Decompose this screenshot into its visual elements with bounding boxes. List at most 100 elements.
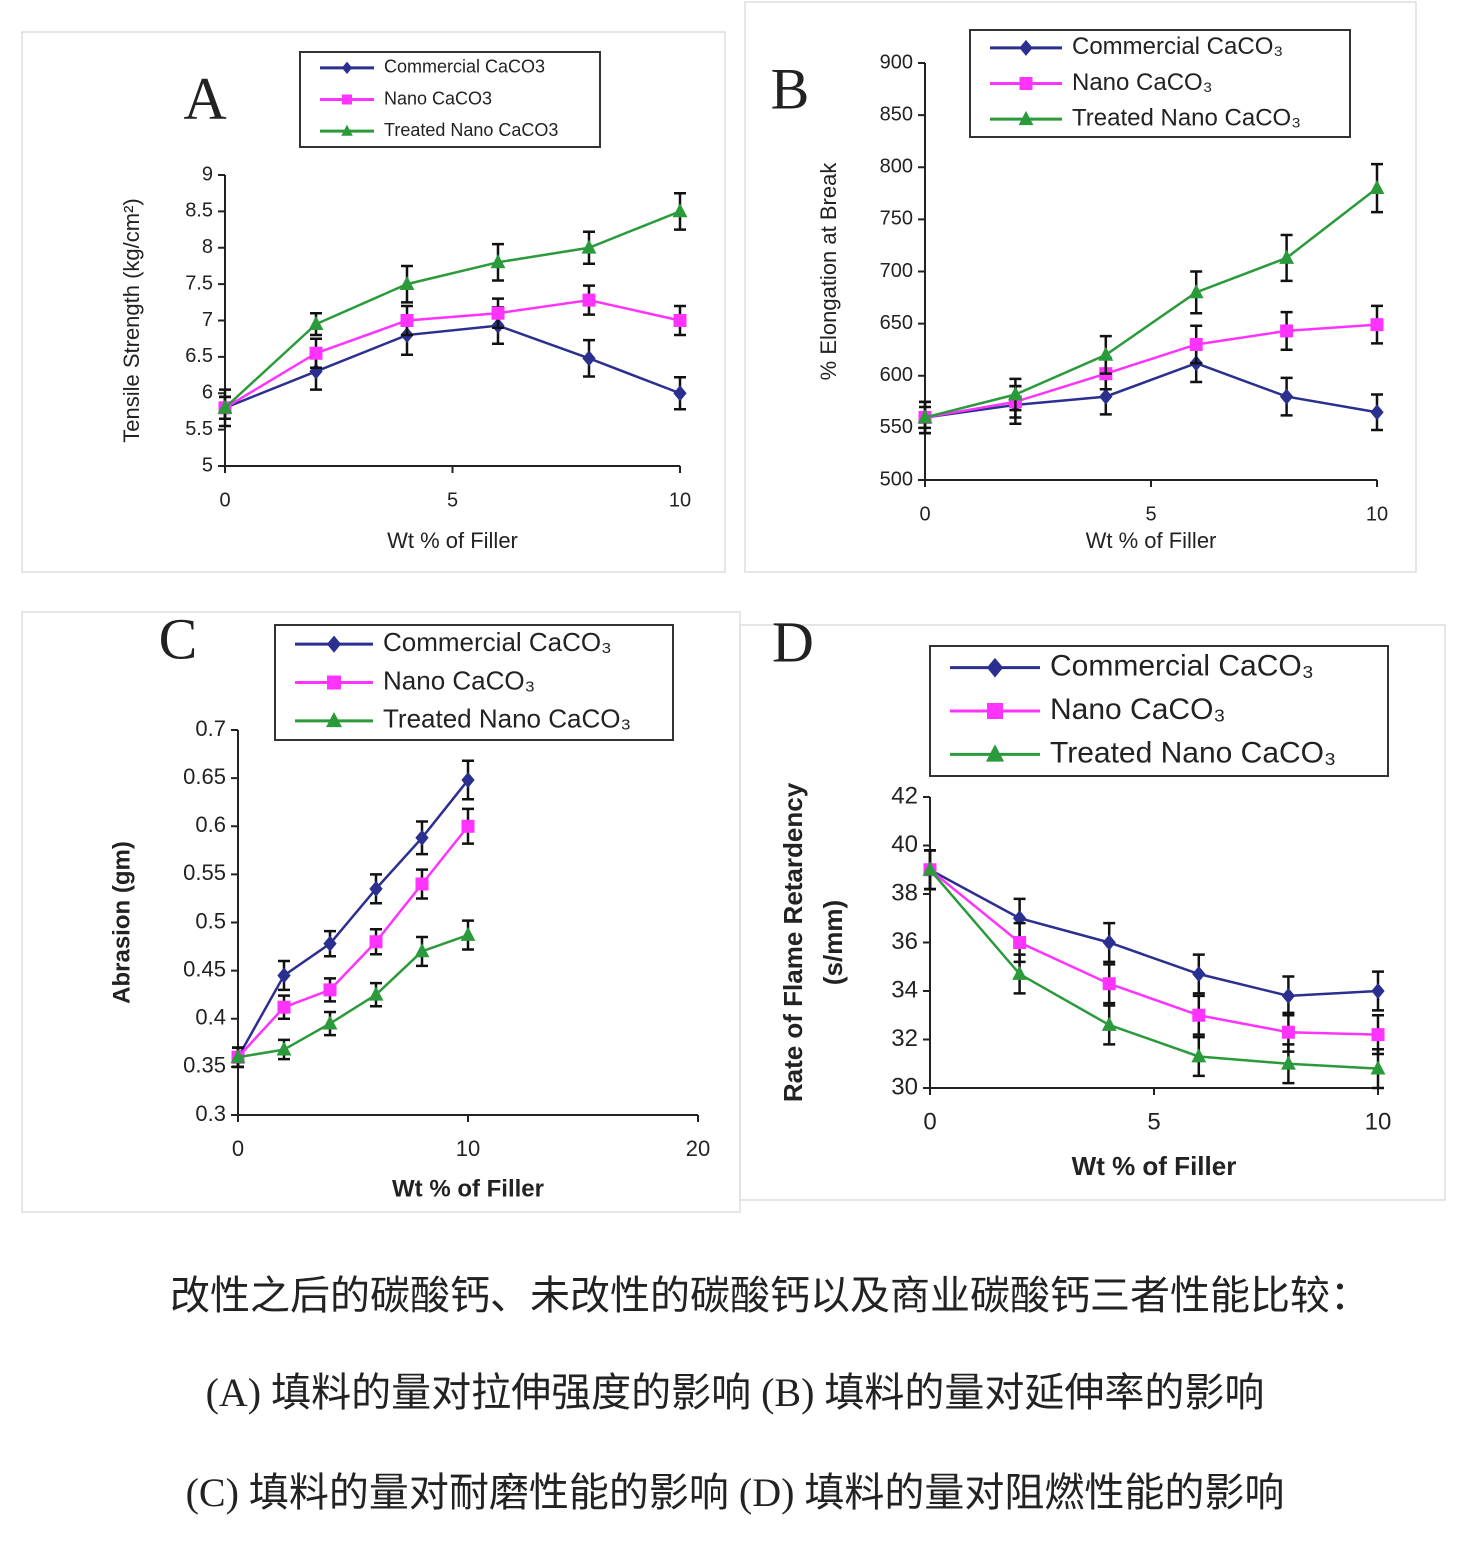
marker bbox=[415, 877, 429, 891]
marker bbox=[491, 306, 505, 320]
series-line bbox=[924, 323, 1378, 419]
legend-label: Commercial CaCO₃ bbox=[1072, 33, 1283, 60]
y-tick-label: 800 bbox=[880, 156, 913, 178]
panel-letter: C bbox=[159, 606, 198, 671]
marker bbox=[277, 967, 291, 984]
marker bbox=[1281, 1025, 1295, 1039]
y-tick-label: 0.55 bbox=[183, 860, 226, 885]
marker bbox=[369, 935, 383, 949]
legend-label: Treated Nano CaCO3 bbox=[384, 120, 558, 140]
x-tick-label: 0 bbox=[232, 1136, 244, 1161]
marker bbox=[1279, 249, 1295, 264]
marker bbox=[1279, 388, 1294, 405]
y-tick-label: 500 bbox=[880, 468, 913, 490]
x-tick-label: 0 bbox=[219, 489, 230, 511]
marker bbox=[673, 385, 687, 402]
series-line bbox=[224, 324, 681, 409]
panel-letter: B bbox=[771, 56, 810, 121]
legend-label: Treated Nano CaCO₃ bbox=[1050, 736, 1336, 769]
x-axis-label: Wt % of Filler bbox=[387, 528, 518, 553]
legend-marker bbox=[326, 711, 342, 728]
y-tick-label: 0.65 bbox=[183, 764, 226, 789]
y-tick-label: 5 bbox=[202, 454, 213, 476]
y-axis-label: (s/mm) bbox=[818, 900, 848, 985]
legend-label: Nano CaCO₃ bbox=[1050, 693, 1226, 726]
y-tick-label: 600 bbox=[880, 364, 913, 386]
marker bbox=[1371, 1028, 1385, 1042]
marker bbox=[917, 409, 933, 424]
y-tick-label: 0.45 bbox=[183, 956, 226, 981]
marker bbox=[1007, 386, 1023, 401]
y-tick-label: 900 bbox=[880, 51, 913, 73]
x-tick-label: 5 bbox=[447, 489, 458, 511]
legend-marker bbox=[1019, 77, 1033, 90]
y-tick-label: 650 bbox=[880, 312, 913, 334]
panel-frame bbox=[21, 31, 726, 573]
marker bbox=[323, 935, 337, 952]
y-tick-label: 550 bbox=[880, 416, 913, 438]
marker bbox=[673, 314, 687, 327]
caption-line: (A) 填料的量对拉伸强度的影响 (B) 填料的量对延伸率的影响 bbox=[206, 1370, 1265, 1415]
x-tick-label: 10 bbox=[1365, 1108, 1392, 1135]
marker bbox=[582, 350, 596, 367]
marker bbox=[400, 314, 414, 327]
marker bbox=[277, 1000, 291, 1014]
marker bbox=[490, 254, 506, 269]
y-tick-label: 32 bbox=[891, 1025, 918, 1052]
y-tick-label: 750 bbox=[880, 208, 913, 230]
legend-label: Nano CaCO3 bbox=[384, 88, 492, 108]
series-line bbox=[236, 779, 469, 1058]
legend-marker bbox=[341, 124, 353, 136]
marker bbox=[1013, 936, 1027, 949]
y-tick-label: 0.6 bbox=[195, 812, 226, 837]
legend-marker bbox=[341, 61, 353, 75]
marker bbox=[460, 926, 476, 941]
marker bbox=[1102, 934, 1116, 951]
y-tick-label: 40 bbox=[891, 831, 918, 858]
legend-label: Commercial CaCO₃ bbox=[1050, 650, 1314, 683]
y-tick-label: 36 bbox=[891, 928, 918, 955]
marker bbox=[369, 880, 383, 897]
y-tick-label: 5.5 bbox=[185, 418, 213, 440]
legend-marker bbox=[987, 703, 1003, 719]
series-line bbox=[224, 210, 681, 409]
x-tick-label: 10 bbox=[456, 1136, 480, 1161]
legend-label: Commercial CaCO₃ bbox=[383, 627, 612, 657]
panel-letter: D bbox=[772, 609, 814, 674]
panel-frame bbox=[739, 624, 1446, 1201]
y-tick-label: 30 bbox=[891, 1073, 918, 1100]
y-tick-label: 7 bbox=[202, 309, 213, 331]
marker bbox=[922, 861, 938, 876]
x-axis-label: Wt % of Filler bbox=[1086, 528, 1217, 553]
marker bbox=[1369, 179, 1385, 194]
x-tick-label: 20 bbox=[686, 1136, 710, 1161]
marker bbox=[230, 1048, 246, 1064]
marker bbox=[1280, 324, 1294, 338]
marker bbox=[672, 203, 688, 218]
marker bbox=[308, 315, 324, 331]
caption-line: (C) 填料的量对耐磨性能的影响 (D) 填料的量对阻燃性能的影响 bbox=[186, 1470, 1285, 1515]
y-tick-label: 8.5 bbox=[185, 200, 213, 222]
y-tick-label: 0.35 bbox=[183, 1053, 226, 1078]
marker bbox=[1188, 284, 1204, 299]
y-axis-label: Rate of Flame Retardency bbox=[778, 782, 808, 1102]
legend-label: Nano CaCO₃ bbox=[1072, 69, 1213, 96]
legend-label: Treated Nano CaCO₃ bbox=[1072, 105, 1301, 132]
marker bbox=[1281, 987, 1296, 1004]
x-tick-label: 10 bbox=[1366, 503, 1388, 525]
series-line bbox=[237, 825, 469, 1059]
marker bbox=[322, 1015, 338, 1030]
marker bbox=[1191, 1048, 1207, 1063]
legend-marker bbox=[327, 675, 341, 690]
legend-marker bbox=[986, 657, 1004, 678]
marker bbox=[1099, 388, 1113, 405]
x-tick-label: 0 bbox=[923, 1108, 936, 1135]
marker bbox=[1102, 977, 1116, 991]
series-line bbox=[929, 868, 1379, 998]
legend-label: Commercial CaCO3 bbox=[384, 57, 545, 77]
y-tick-label: 0.5 bbox=[195, 908, 226, 933]
series-line bbox=[929, 868, 1379, 1070]
y-tick-label: 850 bbox=[880, 103, 913, 125]
marker bbox=[415, 829, 429, 846]
